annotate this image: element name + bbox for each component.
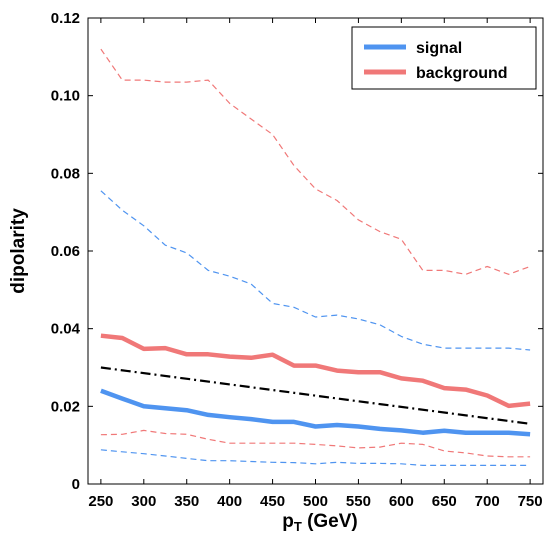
x-tick-label: 650 (432, 493, 457, 510)
series-line-signal-median (100, 388, 531, 437)
legend: signal background (351, 26, 537, 90)
x-tick-label: 400 (217, 493, 242, 510)
series-line-background-upper-band (100, 48, 531, 275)
x-axis-label: pT (GeV) (282, 511, 358, 534)
legend-background-label: background (416, 65, 508, 82)
y-tick-label: 0.06 (51, 243, 80, 260)
x-tick-label: 350 (174, 493, 199, 510)
y-axis-label: dipolarity (8, 208, 29, 294)
y-tick-label: 0.02 (51, 398, 80, 415)
series-line-signal-upper-band (100, 190, 531, 351)
x-tick-label: 550 (346, 493, 371, 510)
tick-layer: 250 300 350 400 450 500 550 600 650 700 750 0 0.02 0.… (51, 10, 543, 510)
series-line-cut-line (100, 366, 531, 425)
y-tick-label: 0.04 (51, 321, 81, 338)
series-line-background-lower-band (100, 429, 531, 458)
x-axis-label-sub: T (294, 519, 302, 534)
x-tick-label: 750 (518, 493, 543, 510)
x-axis-label-unit: (GeV) (302, 511, 358, 532)
x-tick-label: 250 (88, 493, 113, 510)
y-tick-label: 0.08 (51, 165, 80, 182)
series-line-background-median (100, 333, 531, 409)
legend-signal-label: signal (416, 40, 462, 57)
x-tick-label: 300 (131, 493, 156, 510)
x-tick-label: 600 (389, 493, 414, 510)
legend-box (351, 26, 537, 90)
y-tick-label: 0.10 (51, 88, 80, 105)
series-line-signal-lower-band (100, 449, 531, 466)
x-tick-label: 700 (475, 493, 500, 510)
x-tick-label: 450 (260, 493, 285, 510)
y-tick-label: 0 (72, 476, 80, 493)
x-axis-label-main: p (282, 511, 294, 532)
series-layer (100, 48, 531, 466)
y-tick-label: 0.12 (51, 10, 80, 27)
x-tick-label: 500 (303, 493, 328, 510)
